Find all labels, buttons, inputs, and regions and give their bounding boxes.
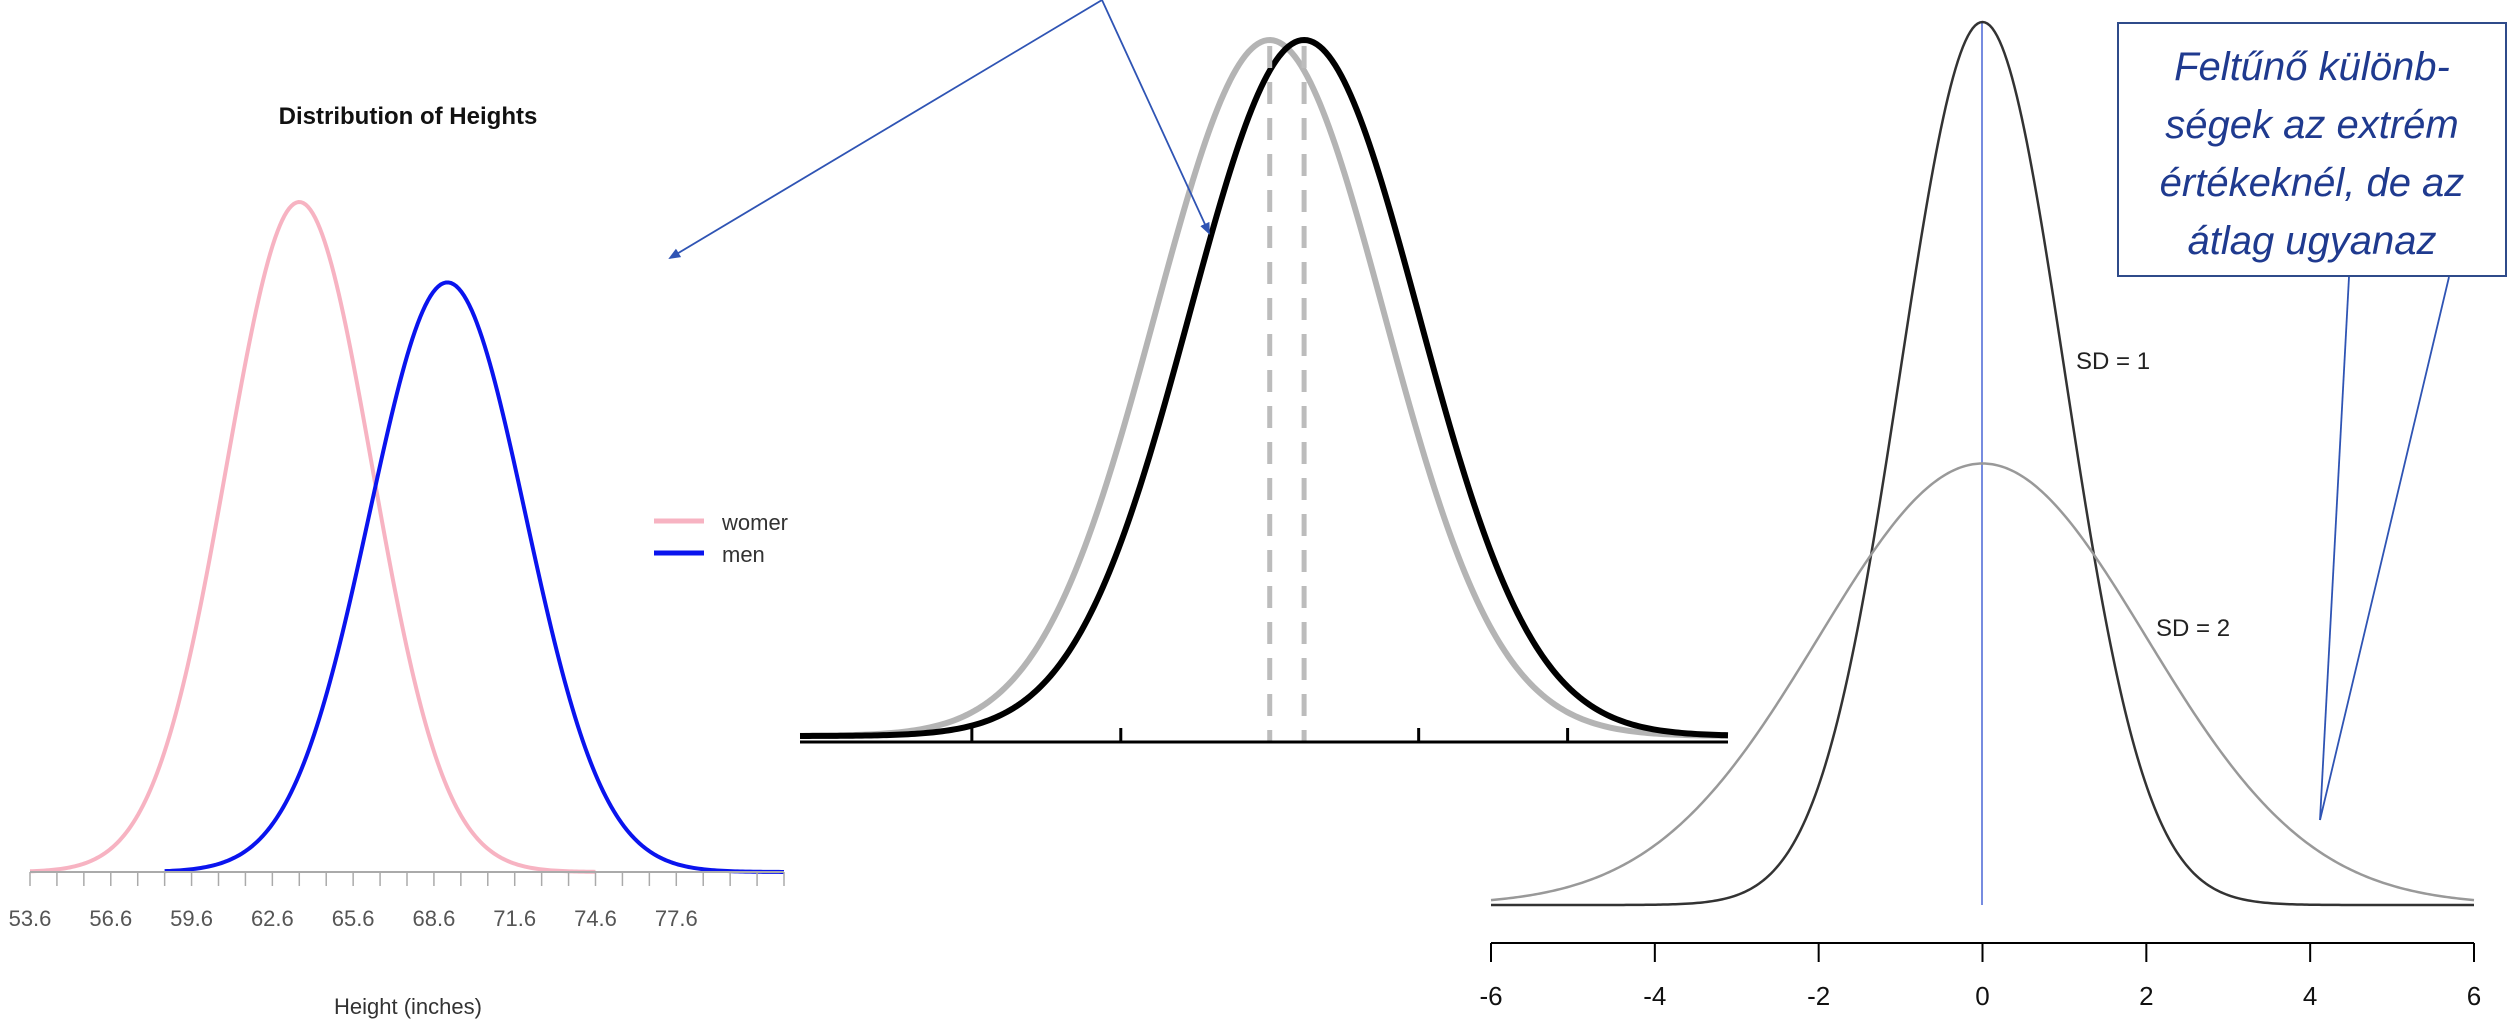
x-tick-label: 59.6 — [170, 906, 213, 931]
x-tick-label: 53.6 — [9, 906, 52, 931]
arrow-to-mean-lines — [1101, 0, 1210, 235]
x-axis-ticks — [970, 728, 1570, 742]
pointer-line-right — [2319, 276, 2450, 821]
x-tick-label: 65.6 — [332, 906, 375, 931]
series-line-2 — [799, 36, 1729, 739]
x-tick-label: 74.6 — [574, 906, 617, 931]
x-tick-label: 71.6 — [493, 906, 536, 931]
x-tick-label: -2 — [1807, 981, 1830, 1011]
x-tick-label: -6 — [1479, 981, 1502, 1011]
series-line-sd-2 — [1490, 462, 2475, 902]
callout-line-4: átlag ugyanaz — [2187, 219, 2436, 263]
series-label-sd-2: SD = 2 — [2156, 615, 2230, 642]
legend-label-men: men — [722, 542, 765, 567]
x-tick-label: 4 — [2303, 981, 2317, 1011]
legend-label-women: womer — [721, 510, 788, 535]
series-curves — [29, 200, 785, 874]
callout-line-3: értékeknél, de az — [2160, 161, 2465, 205]
x-tick-label: 0 — [1975, 981, 1989, 1011]
series-line-sd-1 — [1491, 20, 2474, 907]
x-tick-label: 2 — [2139, 981, 2153, 1011]
x-tick-label: 6 — [2467, 981, 2481, 1011]
annotation-arrows — [668, 0, 2450, 821]
x-axis-ticks — [1490, 943, 2475, 962]
callout-line-1: Feltűnő különb- — [2174, 45, 2450, 89]
series-curves — [799, 36, 1729, 739]
mean-lines — [1267, 46, 1307, 742]
shifted-means-chart — [799, 36, 1729, 744]
x-tick-label: -4 — [1643, 981, 1666, 1011]
chart-title: Distribution of Heights — [279, 103, 538, 130]
x-axis-tick-labels: 53.6 56.6 59.6 62.6 65.6 68.6 71.6 74.6 77.6 — [9, 906, 698, 931]
sd-comparison-chart: -6 -4 -2 0 2 4 6 SD = 1 SD = 2 — [1479, 20, 2481, 1011]
series-line-men — [164, 280, 785, 874]
series-label-sd-1: SD = 1 — [2076, 348, 2150, 375]
arrow-to-heights-chart — [668, 0, 1103, 260]
heights-chart: Distribution of Heights 53.6 56.6 59.6 62.6… — [9, 103, 788, 1019]
x-axis-tick-labels: -6 -4 -2 0 2 4 6 — [1479, 981, 2481, 1011]
callout-line-2: ségek az extrém — [2165, 103, 2458, 147]
x-axis-ticks — [29, 872, 785, 886]
series-line-women — [29, 200, 596, 874]
pointer-line-left — [2319, 276, 2350, 821]
callout-box: Feltűnő különb- ségek az extrém értékekn… — [2117, 22, 2507, 277]
x-tick-label: 77.6 — [655, 906, 698, 931]
series-line-1 — [799, 37, 1729, 739]
x-tick-label: 62.6 — [251, 906, 294, 931]
x-tick-label: 56.6 — [89, 906, 132, 931]
x-tick-label: 68.6 — [413, 906, 456, 931]
legend: womer men — [654, 510, 788, 567]
x-axis-label: Height (inches) — [334, 994, 482, 1019]
series-curves — [1490, 20, 2475, 907]
